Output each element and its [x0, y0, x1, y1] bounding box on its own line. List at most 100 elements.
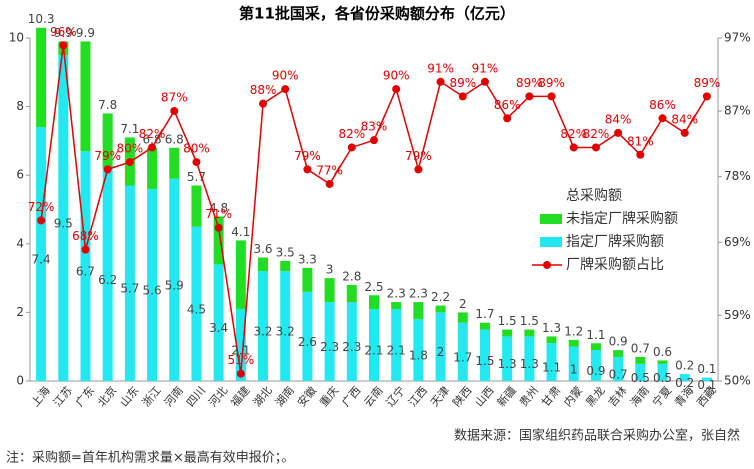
ratio-point [414, 165, 423, 174]
y2-tick-label: 50% [724, 374, 751, 388]
designated-label: 1.3 [498, 357, 517, 371]
designated-bar [391, 308, 402, 381]
undesignated-bar [590, 343, 601, 351]
undesignated-bar [502, 329, 513, 337]
ratio-point [192, 158, 201, 167]
ratio-point [325, 179, 334, 188]
ratio-point [658, 114, 667, 123]
x-tick-label: 四川 [184, 384, 208, 409]
total-label: 3 [326, 263, 334, 277]
designated-bar [635, 363, 646, 381]
undesignated-bar [568, 339, 579, 347]
ratio-label: 96% [50, 25, 77, 39]
designated-label: 5.9 [165, 278, 184, 292]
ratio-label: 82% [560, 127, 587, 141]
ratio-point [148, 143, 157, 152]
total-label: 2.2 [431, 290, 450, 304]
x-tick-label: 天津 [428, 384, 452, 409]
ratio-label: 89% [538, 76, 565, 90]
ratio-label: 91% [472, 61, 499, 75]
ratio-point [636, 150, 645, 159]
designated-label: 0.1 [697, 378, 716, 392]
x-tick-label: 山西 [473, 384, 497, 409]
ratio-point [525, 92, 534, 101]
designated-bar [346, 302, 357, 381]
x-tick-label: 河南 [162, 384, 186, 409]
designated-bar [302, 291, 313, 381]
ratio-point [281, 85, 290, 94]
ratio-label: 91% [427, 61, 454, 75]
designated-bar [235, 308, 246, 381]
y-tick-label: 2 [16, 305, 24, 319]
designated-bar [324, 302, 335, 381]
designated-bar [479, 329, 490, 381]
designated-label: 1.5 [475, 354, 494, 368]
y2-tick-label: 87% [724, 103, 751, 117]
ratio-point [569, 143, 578, 152]
designated-bar [124, 185, 135, 381]
ratio-point [547, 92, 556, 101]
ratio-label: 84% [605, 112, 632, 126]
x-tick-label: 浙江 [140, 384, 164, 409]
ratio-point [303, 165, 312, 174]
x-tick-label: 江苏 [51, 384, 75, 409]
designated-label: 2.1 [364, 343, 383, 357]
ratio-label: 79% [405, 149, 432, 163]
total-label: 1.5 [498, 314, 517, 328]
designated-label: 0.5 [631, 371, 650, 385]
x-tick-label: 福建 [228, 383, 253, 409]
ratio-point [702, 92, 711, 101]
designated-bar [213, 264, 224, 381]
ratio-label: 88% [250, 83, 277, 97]
total-label: 3.5 [276, 245, 295, 259]
x-tick-label: 湖北 [251, 384, 275, 409]
designated-bar [36, 127, 47, 382]
ratio-point [591, 143, 600, 152]
designated-bar [80, 151, 91, 381]
undesignated-bar [102, 113, 113, 169]
total-label: 1.3 [542, 321, 561, 335]
undesignated-bar [80, 41, 91, 152]
x-tick-label: 内蒙 [561, 383, 586, 409]
undesignated-bar [302, 267, 313, 292]
y-tick-label: 8 [16, 99, 24, 113]
total-label: 0.7 [631, 341, 650, 355]
designated-label: 2.6 [298, 335, 317, 349]
total-label: 9.9 [54, 26, 73, 40]
legend-label: 总采购额 [566, 188, 622, 204]
ratio-label: 71% [205, 207, 232, 221]
ratio-point [614, 128, 623, 137]
designated-bar [546, 343, 557, 381]
y-tick-label: 6 [16, 168, 24, 182]
undesignated-bar [258, 257, 269, 272]
total-label: 0.6 [653, 345, 672, 359]
designated-label: 1.1 [542, 361, 561, 375]
undesignated-bar [524, 329, 535, 337]
undesignated-bar [413, 302, 424, 320]
x-tick-label: 辽宁 [383, 383, 408, 409]
x-tick-label: 新疆 [494, 383, 519, 409]
ratio-label: 51% [228, 353, 255, 367]
ratio-label: 90% [272, 69, 299, 83]
ratio-point [103, 165, 112, 174]
ratio-point [347, 143, 356, 152]
designated-bar [457, 322, 468, 381]
x-tick-label: 山东 [117, 384, 141, 409]
legend-swatch [540, 214, 562, 224]
x-tick-label: 安徽 [294, 383, 319, 409]
ratio-label: 77% [316, 163, 343, 177]
designated-label: 0.9 [586, 364, 605, 378]
ratio-label: 89% [516, 76, 543, 90]
designated-bar [58, 55, 69, 382]
designated-label: 1.7 [453, 350, 472, 364]
ratio-point [458, 92, 467, 101]
x-tick-label: 黑龙 [584, 384, 608, 409]
ratio-point [81, 245, 90, 254]
total-label: 0.2 [675, 359, 694, 373]
total-label: 7.8 [98, 98, 117, 112]
ratio-label: 89% [449, 76, 476, 90]
designated-bar [258, 271, 269, 381]
designated-label: 1.8 [409, 349, 428, 363]
total-label: 3.6 [253, 242, 272, 256]
